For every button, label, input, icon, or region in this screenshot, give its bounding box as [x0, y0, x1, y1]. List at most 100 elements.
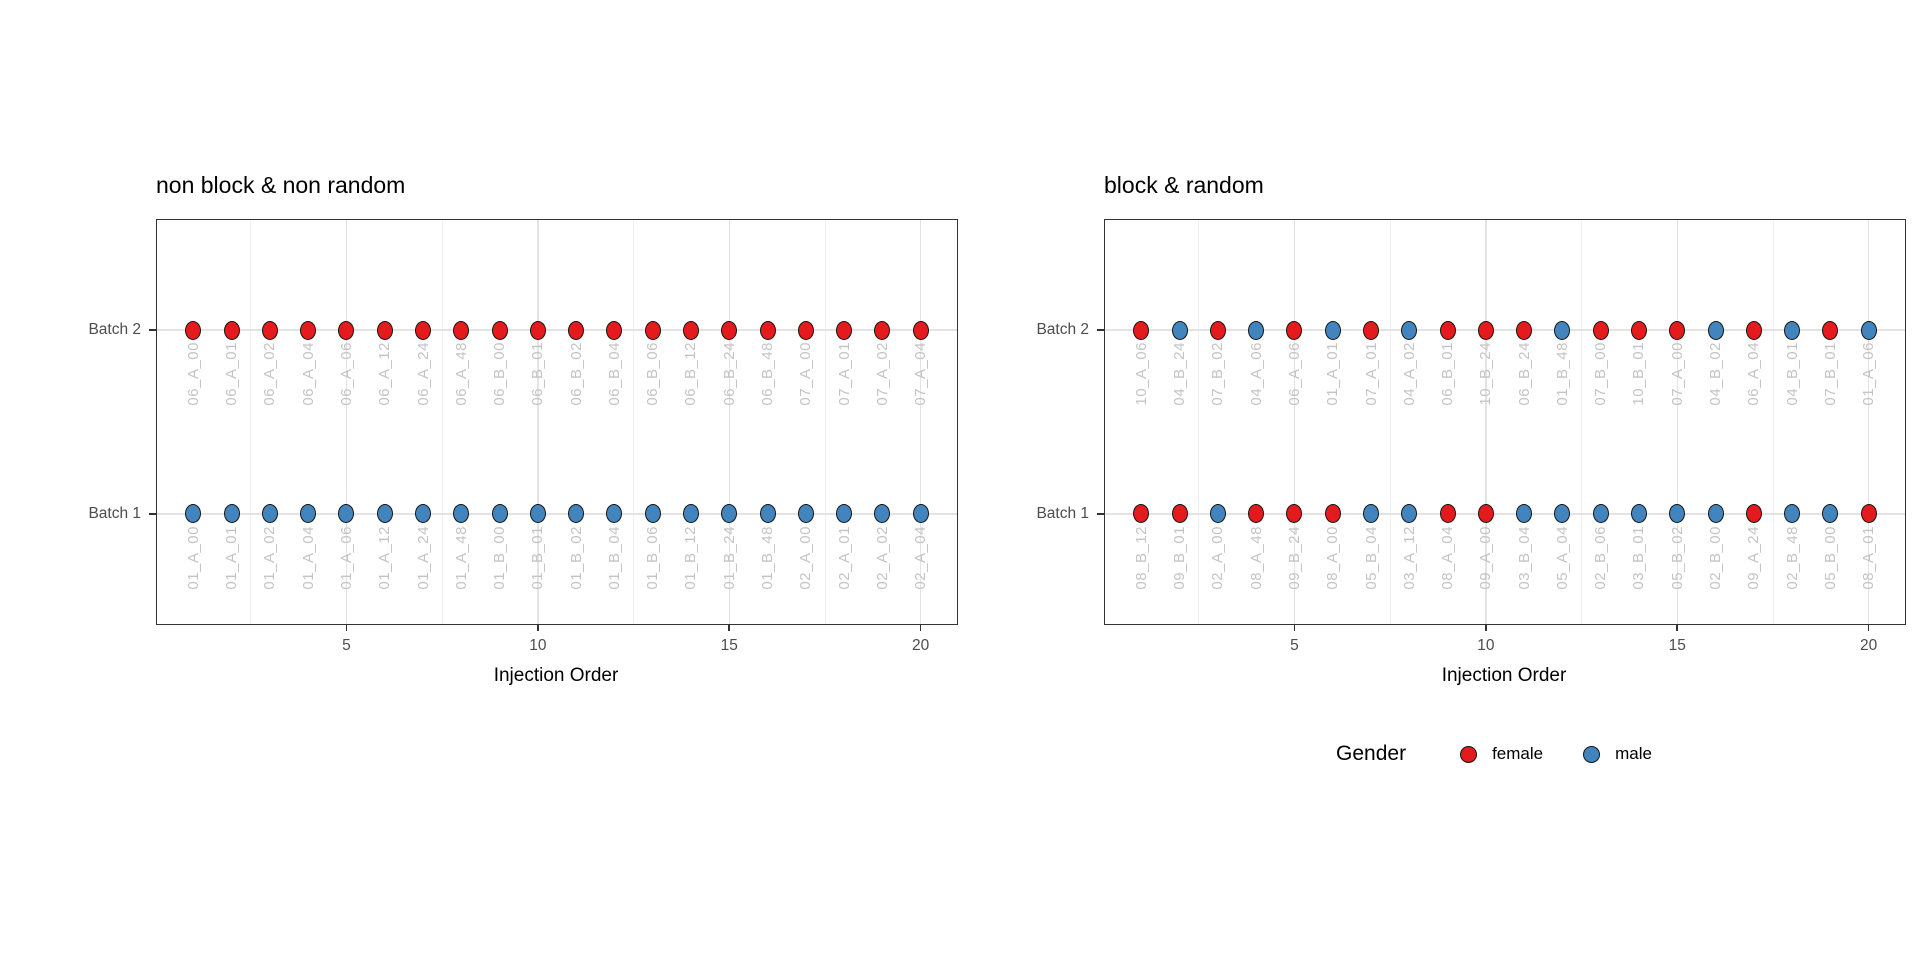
data-point-male: [836, 504, 853, 524]
data-point-female: [1439, 320, 1456, 340]
sample-label: 04_B_01: [1783, 342, 1801, 406]
sample-label: 09_A_00: [1477, 525, 1495, 590]
sample-label: 01_B_24: [720, 525, 738, 590]
data-point-female: [223, 320, 240, 340]
x-axis-tick: [1293, 624, 1296, 631]
data-point-male: [1707, 320, 1724, 340]
sample-label: 08_A_04: [1439, 525, 1457, 590]
data-point-male: [874, 504, 891, 524]
gridline-vertical-major: [1676, 220, 1678, 624]
gridline-horizontal-major: [157, 329, 957, 331]
data-point-female: [759, 320, 776, 340]
data-point-male: [1324, 320, 1341, 340]
x-axis-tick: [728, 624, 730, 631]
data-point-male: [415, 504, 432, 524]
data-point-female: [1669, 320, 1686, 340]
sample-label: 05_B_00: [1821, 525, 1839, 590]
data-point-male: [338, 504, 355, 524]
y-axis-tick: [149, 513, 157, 515]
sample-label: 01_B_04: [605, 525, 623, 590]
sample-label: 09_B_01: [1171, 525, 1189, 590]
sample-label: 02_A_04: [912, 525, 930, 590]
sample-label: 06_B_24: [720, 342, 738, 406]
data-point-male: [261, 504, 278, 524]
sample-label: 02_B_00: [1707, 525, 1725, 590]
sample-label: 10_A_06: [1132, 342, 1150, 406]
sample-label: 04_A_02: [1400, 342, 1418, 406]
gridline-vertical-minor: [633, 220, 634, 624]
data-point-male: [759, 504, 776, 524]
sample-label: 01_A_01: [1324, 342, 1342, 406]
sample-label: 06_A_04: [299, 342, 317, 406]
data-point-female: [453, 320, 470, 340]
data-point-male: [1363, 504, 1380, 524]
data-point-female: [836, 320, 853, 340]
sample-label: 06_A_02: [261, 342, 279, 406]
sample-label: 02_A_02: [873, 525, 891, 590]
x-axis-tick: [1485, 624, 1487, 631]
x-axis-title: Injection Order: [1441, 665, 1567, 686]
gridline-horizontal-major: [157, 513, 957, 515]
data-point-male: [1822, 504, 1839, 524]
data-point-male: [223, 504, 240, 524]
sample-label: 06_A_06: [337, 342, 355, 406]
data-point-female: [1477, 320, 1494, 340]
data-point-male: [1248, 320, 1265, 340]
sample-label: 04_B_24: [1171, 342, 1189, 406]
data-point-male: [300, 504, 317, 524]
sample-label: 07_A_04: [912, 342, 930, 406]
sample-label: 01_A_02: [261, 525, 279, 590]
data-point-male: [1171, 320, 1188, 340]
data-point-female: [1630, 320, 1647, 340]
sample-label: 06_A_06: [1285, 342, 1303, 406]
gridline-vertical-major: [1867, 220, 1870, 624]
data-point-male: [606, 504, 623, 524]
sample-label: 08_A_48: [1247, 525, 1265, 590]
x-tick-label: 10: [529, 637, 547, 654]
data-point-female: [874, 320, 891, 340]
data-point-female: [606, 320, 623, 340]
y-axis-tick: [1097, 513, 1105, 515]
legend-item-female: female: [1460, 744, 1543, 764]
data-point-male: [721, 504, 738, 524]
data-point-female: [682, 320, 699, 340]
data-point-female: [1745, 504, 1762, 524]
sample-label: 06_B_01: [1439, 342, 1457, 406]
data-point-female: [1133, 320, 1150, 340]
data-point-female: [721, 320, 738, 340]
data-point-female: [300, 320, 317, 340]
panel-title: non block & non random: [156, 172, 406, 198]
sample-label: 01_A_04: [299, 525, 317, 590]
gridline-vertical-minor: [1581, 220, 1582, 624]
gridline-vertical-major: [345, 220, 348, 624]
data-point-male: [1707, 504, 1724, 524]
sample-label: 10_B_24: [1477, 342, 1495, 406]
x-axis-tick: [345, 624, 348, 631]
sample-label: 01_B_48: [1553, 342, 1571, 406]
legend-item-male: male: [1583, 744, 1652, 764]
data-point-female: [1324, 504, 1341, 524]
sample-label: 01_A_00: [184, 525, 202, 590]
panel-non-block-non-random: non block & non random Batch 2 06_A_00 06_…: [88, 0, 958, 960]
x-tick-label: 15: [1668, 637, 1686, 654]
data-point-female: [568, 320, 585, 340]
gridline-vertical-minor: [250, 220, 252, 624]
sample-label: 02_A_00: [797, 525, 815, 590]
sample-label: 01_B_48: [759, 525, 777, 590]
gridline-vertical-minor: [1389, 220, 1391, 624]
gridline-vertical-major: [537, 220, 539, 624]
plot-area: Batch 2 06_A_00 06_A_01 06_A_02 06_A_04 06_A_…: [88, 219, 958, 654]
data-point-male: [1784, 320, 1801, 340]
x-tick-label: 10: [1477, 637, 1495, 654]
x-tick-label: 20: [1860, 637, 1878, 654]
sample-label: 04_B_02: [1707, 342, 1725, 406]
data-point-female: [797, 320, 814, 340]
gridline-vertical-major: [1293, 220, 1296, 624]
sample-label: 07_B_00: [1592, 342, 1610, 406]
sample-label: 02_B_06: [1592, 525, 1610, 590]
y-axis-label: Batch 1: [1036, 504, 1089, 522]
sample-label: 09_B_24: [1285, 525, 1303, 590]
data-point-male: [568, 504, 585, 524]
data-point-male: [529, 504, 546, 524]
sample-label: 06_A_24: [414, 342, 432, 406]
